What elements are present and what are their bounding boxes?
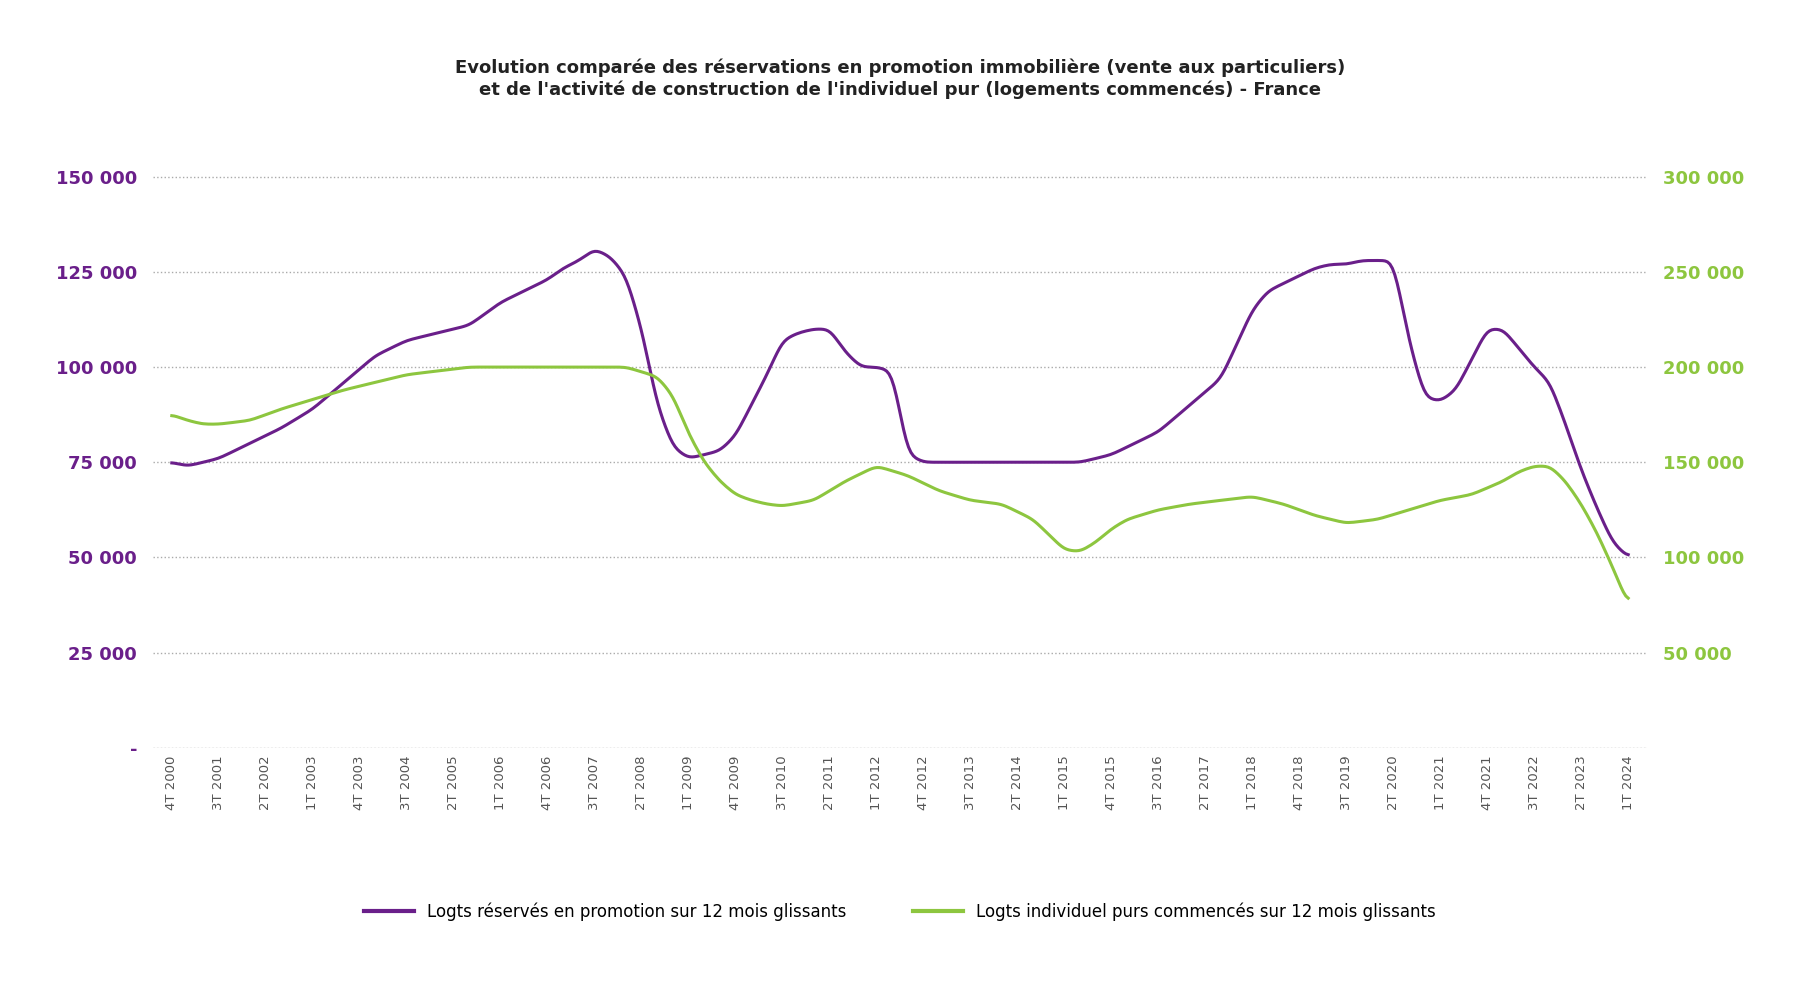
Title: Evolution comparée des réservations en promotion immobilière (vente aux particul: Evolution comparée des réservations en p… (455, 59, 1345, 99)
Legend: Logts réservés en promotion sur 12 mois glissants, Logts individuel purs commenc: Logts réservés en promotion sur 12 mois … (356, 896, 1444, 928)
